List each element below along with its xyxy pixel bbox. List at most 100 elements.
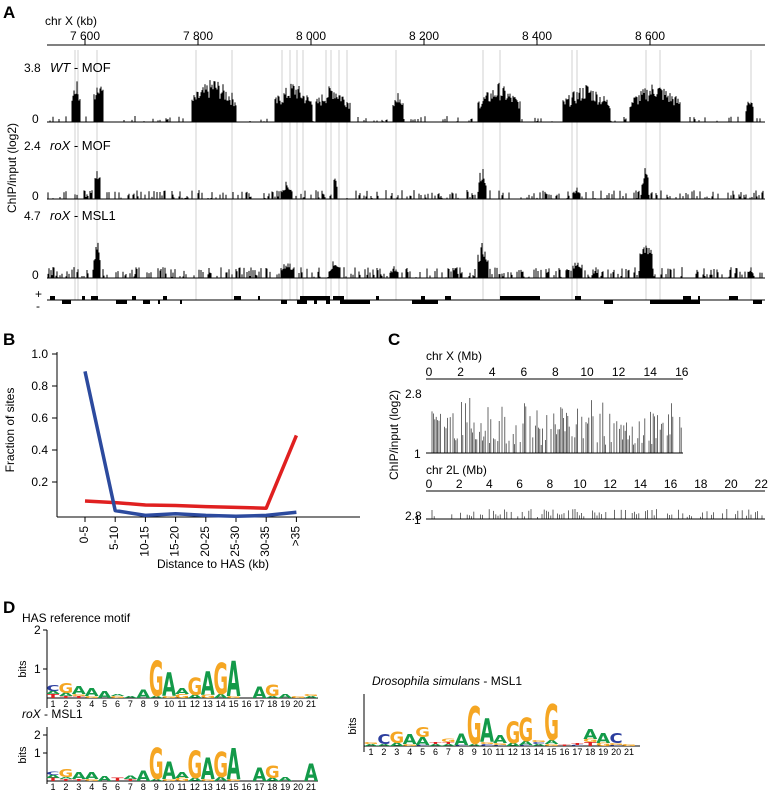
logo-letter-A: A bbox=[136, 768, 150, 785]
logo-position-label: 15 bbox=[547, 747, 557, 757]
logo2-ylabel: bits bbox=[17, 746, 29, 764]
logo-letter-G: G bbox=[506, 715, 521, 750]
panel-a: A chr X (kb) 7 600 7 800 8 000 8 200 8 4… bbox=[3, 3, 765, 313]
logo-letter-G: G bbox=[200, 695, 215, 700]
logo-letter-A: A bbox=[123, 776, 137, 781]
gene-block bbox=[158, 300, 160, 304]
c-chrx-ymax: 2.8 bbox=[405, 387, 422, 401]
gene-block bbox=[412, 300, 435, 304]
a-tick-label: 7 800 bbox=[183, 29, 213, 43]
logo-position-label: 15 bbox=[229, 782, 239, 792]
logo-letter-A: A bbox=[214, 777, 229, 783]
logo-letter-A: A bbox=[480, 714, 494, 751]
c-tick-label: 0 bbox=[426, 365, 433, 379]
logo-letter-A: A bbox=[72, 771, 86, 781]
c-tick-label: 20 bbox=[724, 477, 738, 491]
a-tick-label: 8 000 bbox=[296, 29, 326, 43]
logo-letter-G: G bbox=[609, 743, 624, 746]
gene-block bbox=[258, 296, 260, 300]
logo-letter-A: A bbox=[265, 778, 279, 783]
c-tick-label: 2 bbox=[457, 365, 464, 379]
logo-letter-A: A bbox=[364, 744, 378, 747]
logo-letter-C: C bbox=[416, 745, 429, 747]
gene-block bbox=[143, 300, 150, 304]
logo-position-label: 12 bbox=[190, 699, 200, 709]
logo1-positions: 1 2 3 4 5 6 7 8 9 10 11 12 13 14 15 16 17 18 19 20 21 bbox=[50, 699, 316, 709]
logo-letter-A: A bbox=[416, 736, 431, 748]
gene-block bbox=[132, 296, 136, 300]
gene-block bbox=[82, 296, 85, 300]
logo-position-label: 5 bbox=[102, 699, 107, 709]
logo-letter-A: A bbox=[278, 777, 293, 783]
logo-letter-A: A bbox=[201, 667, 215, 704]
c-chrx-signal bbox=[431, 398, 682, 453]
c-chr2l-ticks: 0 2 4 6 8 10 12 14 16 18 20 22 bbox=[426, 477, 769, 491]
b-series-line bbox=[84, 434, 299, 510]
c-tick-label: 0 bbox=[426, 477, 433, 491]
logo-letter-G: G bbox=[544, 744, 559, 747]
logo-letter-C: C bbox=[46, 684, 59, 693]
logo-position-label: 19 bbox=[280, 782, 290, 792]
strand-minus: - bbox=[36, 299, 40, 313]
logo-position-label: 16 bbox=[241, 699, 251, 709]
logo-position-label: 1 bbox=[368, 747, 373, 757]
gene-block bbox=[650, 300, 700, 304]
logo-letter-C: C bbox=[46, 772, 59, 777]
b-ytick-label: 0.8 bbox=[31, 379, 48, 393]
logo-position-label: 2 bbox=[63, 699, 68, 709]
logo-letter-A: A bbox=[304, 758, 318, 786]
logo-letter-T: T bbox=[73, 696, 86, 699]
logo-letter-A: A bbox=[252, 683, 267, 702]
logo-letter-A: A bbox=[201, 753, 215, 787]
c-tick-label: 6 bbox=[516, 477, 523, 491]
logo-letter-G: G bbox=[531, 740, 546, 743]
logo-letter-G: G bbox=[291, 696, 306, 699]
c-tick-label: 10 bbox=[580, 365, 594, 379]
b-xtick-label: >35 bbox=[288, 526, 302, 547]
logo-letter-G: G bbox=[84, 779, 99, 782]
b-xlabel: Distance to HAS (kb) bbox=[157, 557, 269, 571]
gene-block bbox=[180, 300, 182, 304]
logo-position-label: 13 bbox=[521, 747, 531, 757]
panel-a-letter: A bbox=[3, 3, 15, 22]
logo-letter-A: A bbox=[214, 694, 229, 700]
b-xtick-label: 10-15 bbox=[137, 526, 151, 557]
logo-letter-G: G bbox=[265, 763, 280, 783]
logo-letter-G: G bbox=[493, 743, 508, 746]
c-tick-label: 16 bbox=[675, 365, 689, 379]
track3-ymax: 4.7 bbox=[24, 209, 41, 223]
logo-position-label: 8 bbox=[459, 747, 464, 757]
logo-position-label: 14 bbox=[216, 782, 226, 792]
logo-letter-T: T bbox=[442, 742, 455, 745]
logo-position-label: 10 bbox=[482, 747, 492, 757]
logo-letter-G: G bbox=[162, 696, 177, 699]
c-ylabel: ChIP/input (log2) bbox=[387, 390, 401, 480]
logo-letter-A: A bbox=[175, 687, 189, 696]
logo-letter-A: A bbox=[532, 744, 546, 747]
logo-letter-C: C bbox=[571, 745, 584, 747]
c-tick-label: 22 bbox=[755, 477, 769, 491]
logo-letter-A: A bbox=[493, 734, 508, 746]
logo-position-label: 11 bbox=[177, 699, 186, 709]
logo-position-label: 7 bbox=[128, 699, 133, 709]
logo-position-label: 10 bbox=[164, 782, 174, 792]
gene-block bbox=[729, 296, 738, 300]
c-tick-label: 18 bbox=[694, 477, 708, 491]
logo-letter-A: A bbox=[278, 694, 293, 700]
c-chrx-ticks: 0 2 4 6 8 10 12 14 16 bbox=[426, 365, 689, 379]
logo-position-label: 3 bbox=[76, 782, 81, 792]
gene-block bbox=[314, 300, 317, 304]
c-tick-label: 4 bbox=[489, 365, 496, 379]
logo-position-label: 12 bbox=[190, 782, 200, 792]
c-tick-label: 8 bbox=[552, 365, 559, 379]
logo-letter-G: G bbox=[200, 779, 215, 782]
logo-position-label: 7 bbox=[446, 747, 451, 757]
logo-letter-A: A bbox=[59, 693, 73, 698]
panel-a-ylabel: ChIP/input (log2) bbox=[5, 123, 19, 213]
track1-title: WT - MOF bbox=[50, 60, 111, 75]
logo2-title: roX - MSL1 bbox=[22, 707, 83, 721]
logo-letter-A: A bbox=[188, 695, 202, 700]
logo-position-label: 19 bbox=[598, 747, 608, 757]
